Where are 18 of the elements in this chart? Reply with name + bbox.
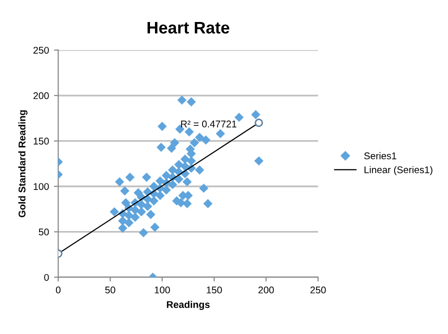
y-tick-label: 200 [33, 92, 49, 100]
annotation: R² = 0.47721 [181, 120, 236, 128]
chart-title: Heart Rate [148, 22, 230, 34]
y-tick-label: 50 [38, 228, 49, 236]
x-tick-label: 150 [206, 286, 222, 294]
x-axis-title: Readings [166, 300, 210, 310]
legend-label: Linear (Series1) [364, 166, 432, 176]
x-tick-label: 0 [56, 286, 61, 294]
y-tick-label: 0 [44, 274, 49, 281]
y-axis-title: Gold Standard Reading [18, 110, 28, 218]
legend-label: Series1 [364, 152, 396, 160]
x-tick-label: 250 [310, 286, 326, 294]
y-tick-label: 250 [33, 46, 49, 54]
y-tick-label: 100 [34, 183, 49, 190]
x-tick-label: 100 [154, 286, 170, 294]
x-tick-label: 50 [105, 286, 116, 294]
x-tick-label: 200 [258, 286, 274, 294]
y-tick-label: 150 [34, 138, 49, 145]
